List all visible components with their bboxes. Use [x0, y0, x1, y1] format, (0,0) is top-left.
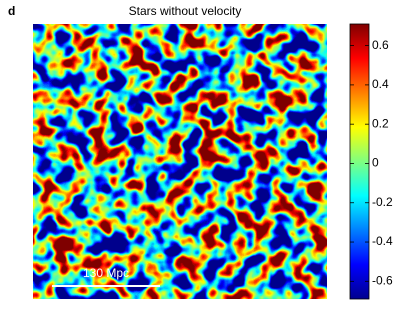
colorbar-tick-label: 0: [372, 156, 379, 170]
colorbar-tick-label: 0.6: [372, 38, 389, 52]
colorbar-tick-label: 0.2: [372, 116, 389, 130]
density-map: [33, 24, 327, 299]
colorbar-tick-label: -0.2: [372, 195, 393, 209]
panel-label: d: [8, 4, 15, 18]
colorbar-tick-label: -0.6: [372, 273, 393, 287]
chart-title: Stars without velocity: [129, 4, 242, 18]
colorbar: [349, 23, 370, 300]
colorbar-tick-label: -0.4: [372, 234, 393, 248]
scale-bar-label: 130 Mpc: [83, 266, 129, 280]
colorbar-tick-label: 0.4: [372, 77, 389, 91]
